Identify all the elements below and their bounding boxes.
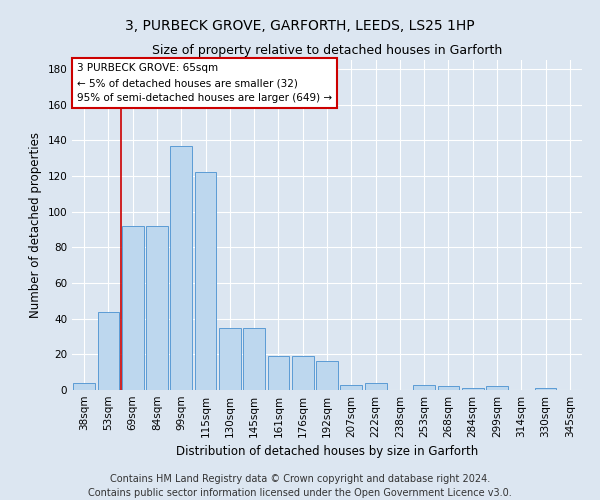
Bar bbox=[486, 386, 508, 390]
Bar bbox=[243, 328, 265, 390]
Bar bbox=[413, 384, 435, 390]
Bar bbox=[122, 226, 143, 390]
Bar bbox=[292, 356, 314, 390]
Text: 3 PURBECK GROVE: 65sqm
← 5% of detached houses are smaller (32)
95% of semi-deta: 3 PURBECK GROVE: 65sqm ← 5% of detached … bbox=[77, 64, 332, 103]
X-axis label: Distribution of detached houses by size in Garforth: Distribution of detached houses by size … bbox=[176, 446, 478, 458]
Y-axis label: Number of detached properties: Number of detached properties bbox=[29, 132, 42, 318]
Bar bbox=[146, 226, 168, 390]
Bar bbox=[268, 356, 289, 390]
Text: 3, PURBECK GROVE, GARFORTH, LEEDS, LS25 1HP: 3, PURBECK GROVE, GARFORTH, LEEDS, LS25 … bbox=[125, 18, 475, 32]
Bar bbox=[316, 362, 338, 390]
Bar bbox=[340, 384, 362, 390]
Bar bbox=[97, 312, 119, 390]
Bar bbox=[365, 383, 386, 390]
Text: Contains HM Land Registry data © Crown copyright and database right 2024.
Contai: Contains HM Land Registry data © Crown c… bbox=[88, 474, 512, 498]
Bar bbox=[462, 388, 484, 390]
Bar bbox=[437, 386, 460, 390]
Bar bbox=[219, 328, 241, 390]
Title: Size of property relative to detached houses in Garforth: Size of property relative to detached ho… bbox=[152, 44, 502, 58]
Bar bbox=[194, 172, 217, 390]
Bar bbox=[535, 388, 556, 390]
Bar bbox=[170, 146, 192, 390]
Bar bbox=[73, 383, 95, 390]
